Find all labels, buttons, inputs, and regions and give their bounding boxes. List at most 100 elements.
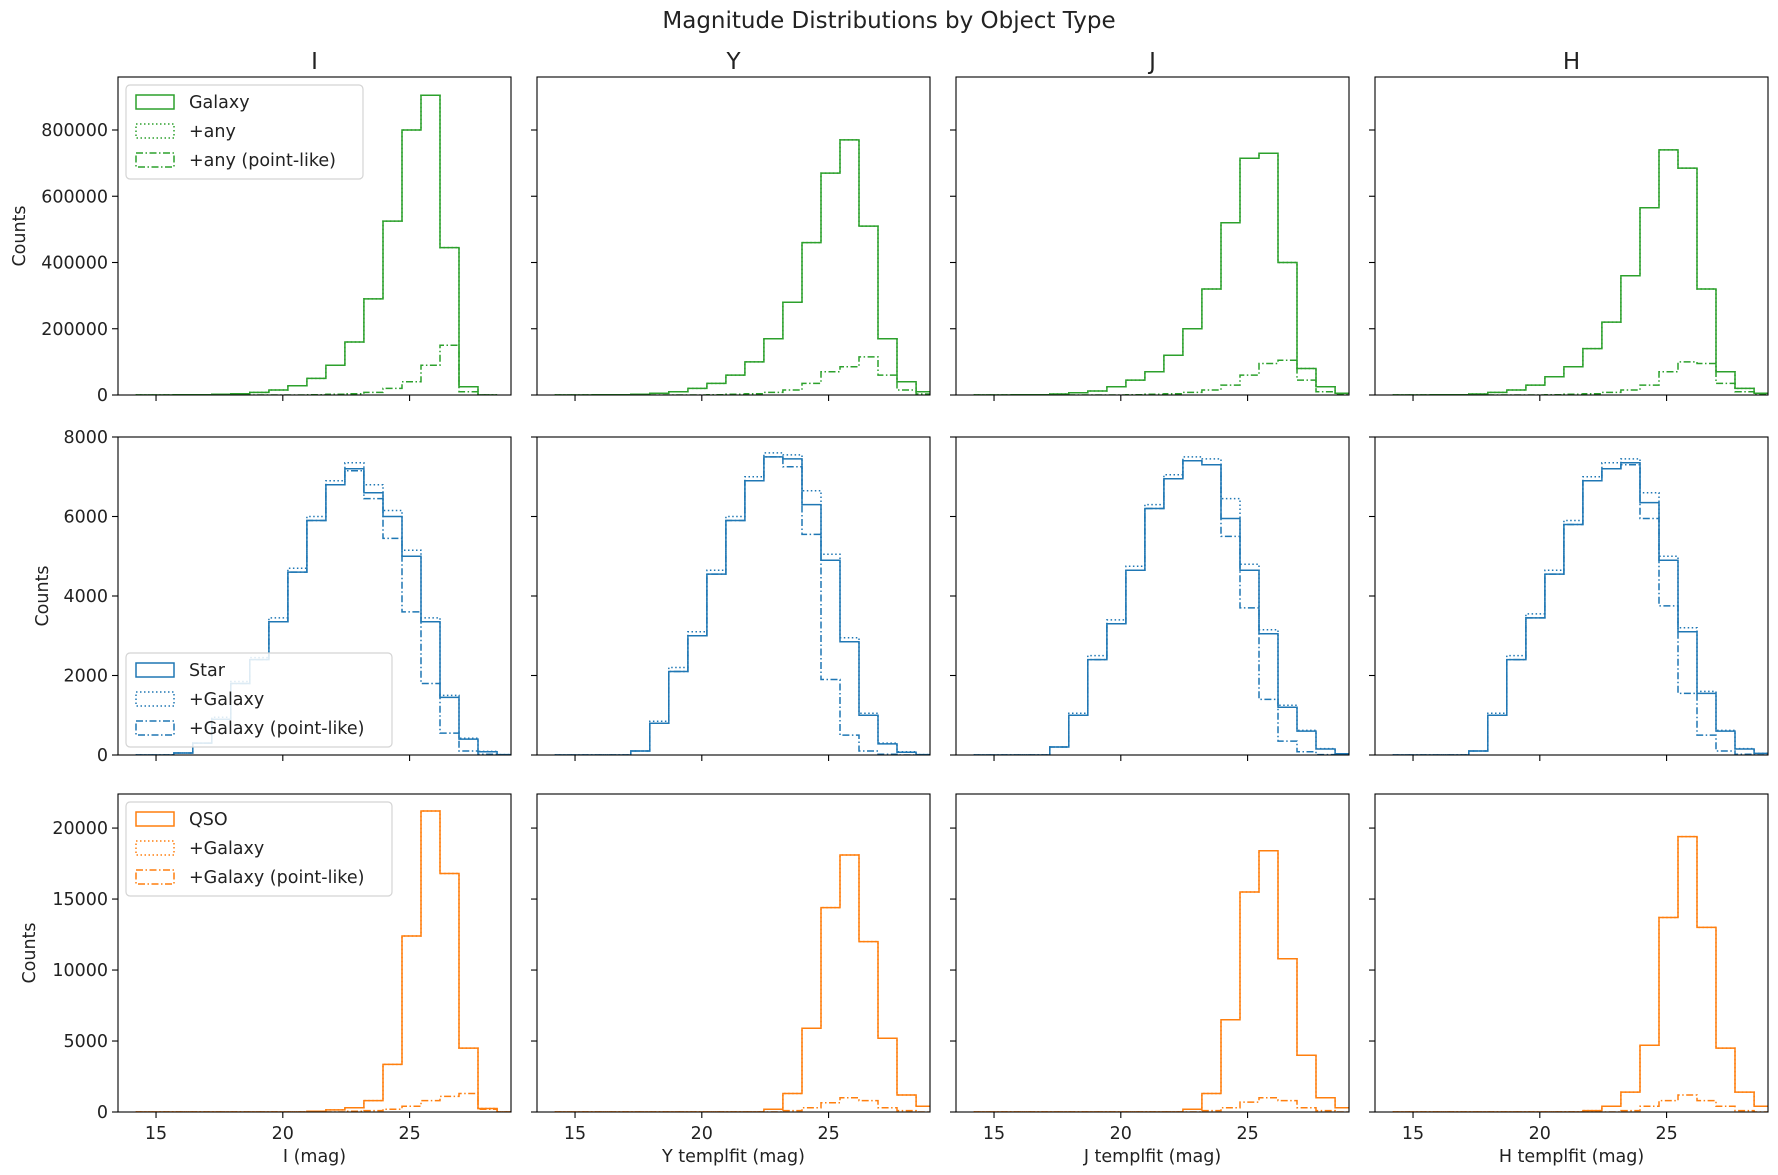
legend-label: +Galaxy (point-like) — [189, 719, 364, 739]
legend-box — [125, 84, 364, 180]
series-any-point-like-line — [554, 356, 930, 395]
panel-Y-row-2 — [531, 436, 931, 761]
series-star-line — [973, 460, 1349, 755]
series-qso-line — [1392, 835, 1768, 1112]
legend-swatch — [135, 720, 175, 736]
x-tick-label: 25 — [817, 1124, 839, 1144]
y-tick-label: 5000 — [63, 1032, 108, 1052]
y-tick-label: 0 — [97, 746, 108, 766]
y-tick-label: 8000 — [63, 428, 108, 448]
x-tick-label: 20 — [691, 1124, 713, 1144]
legend-label: Star — [189, 661, 226, 681]
series-galaxy-point-like-line — [973, 460, 1349, 755]
series-galaxy-point-like-line — [973, 1097, 1349, 1112]
legend-label: Galaxy — [189, 93, 250, 113]
x-tick-label: 15 — [983, 1124, 1005, 1144]
series-star-line — [1392, 462, 1768, 755]
column-title: Y — [725, 49, 741, 75]
y-tick-label: 0 — [97, 386, 108, 406]
axes-frame — [1374, 793, 1769, 1113]
series-star-line — [554, 456, 930, 755]
x-axis-label: I (mag) — [283, 1147, 346, 1167]
legend-swatch — [135, 869, 175, 885]
axes-frame — [117, 793, 512, 1113]
legend-label: +any — [189, 122, 236, 142]
legend: Galaxy +any +any (point-like) — [125, 84, 364, 180]
panel-J-row-3: 15 20 25 J templfit (mag) — [950, 793, 1350, 1167]
x-axis-label: J templfit (mag) — [1083, 1147, 1221, 1167]
y-tick-label: 2000 — [63, 667, 108, 687]
column-title: I — [311, 49, 318, 75]
legend-swatch — [135, 94, 175, 110]
axes-frame — [536, 436, 931, 756]
panel-I-row-3: 15 20 25 0 5000 10000 15000 20000 I (mag) Counts Q… — [20, 793, 512, 1167]
y-tick-label: 15000 — [52, 890, 108, 910]
panel-J-row-1: J — [950, 49, 1350, 401]
legend-swatch — [135, 662, 175, 678]
axes-frame — [955, 793, 1350, 1113]
axes-frame — [536, 793, 931, 1113]
panel-Y-row-3: 15 20 25 Y templfit (mag) — [531, 793, 931, 1167]
series-galaxy-line — [554, 854, 930, 1112]
axes-frame — [955, 76, 1350, 396]
panel-H-row-2 — [1369, 436, 1769, 761]
axes-frame — [1374, 76, 1769, 396]
histogram-panels: 0 200000 4000 0 0 600000 800000 I Counts Galaxy +a… — [10, 49, 1769, 1167]
y-tick-label: 0 — [97, 1103, 108, 1123]
series-qso-line — [135, 810, 511, 1112]
x-tick-label: 15 — [145, 1124, 167, 1144]
y-tick-label: 200000 — [41, 320, 108, 340]
panel-H-row-3: 15 20 25 H templfit (mag) — [1369, 793, 1769, 1167]
legend-swatch — [135, 840, 175, 856]
panel-I-row-2: 0 2000 4000 6000 8000 Counts Star +Galaxy +Galax… — [33, 428, 512, 766]
y-tick-label: 800000 — [41, 121, 108, 141]
x-tick-label: 25 — [1655, 1124, 1677, 1144]
y-axis-label: Counts — [33, 565, 53, 626]
x-tick-label: 20 — [1110, 1124, 1132, 1144]
x-tick-label: 25 — [1236, 1124, 1258, 1144]
legend-box — [125, 801, 393, 897]
legend-label: +any (point-like) — [189, 151, 336, 171]
panel-J-row-2 — [950, 436, 1350, 761]
legend: Star +Galaxy +Galaxy (point-like) — [125, 652, 393, 748]
axes-frame — [117, 76, 512, 396]
y-tick-label: 4000 — [63, 587, 108, 607]
y-tick-label: 6000 — [63, 508, 108, 528]
x-axis-label: H templfit (mag) — [1499, 1147, 1644, 1167]
legend-label: +Galaxy (point-like) — [189, 868, 364, 888]
series-qso-line — [554, 854, 930, 1112]
y-axis-label: Counts — [20, 922, 40, 983]
series-any-point-like-line — [135, 344, 498, 395]
series-galaxy-line — [973, 152, 1349, 395]
series-any-point-like-line — [973, 359, 1349, 395]
legend: QSO +Galaxy +Galaxy (point-like) — [125, 801, 393, 897]
series-galaxy-line — [973, 850, 1349, 1112]
x-tick-label: 15 — [1402, 1124, 1424, 1144]
legend-swatch — [135, 811, 175, 827]
x-tick-label: 20 — [1529, 1124, 1551, 1144]
legend-label: +Galaxy — [189, 690, 264, 710]
axes-frame — [1374, 436, 1769, 756]
column-title: H — [1563, 49, 1580, 75]
legend-swatch — [135, 123, 175, 139]
legend-label: +Galaxy — [189, 839, 264, 859]
y-tick-label: 20000 — [52, 819, 108, 839]
series-galaxy-point-like-line — [554, 1097, 930, 1112]
series-galaxy-line — [1392, 835, 1768, 1112]
legend-swatch — [135, 152, 175, 168]
series-galaxy-point-like-line — [1392, 1094, 1768, 1112]
series-qso-line — [973, 850, 1349, 1112]
legend-label: QSO — [189, 810, 228, 830]
figure-title: Magnitude Distributions by Object Type — [662, 8, 1115, 34]
x-tick-label: 15 — [564, 1124, 586, 1144]
y-tick-label: 10000 — [52, 961, 108, 981]
legend-box — [125, 652, 393, 748]
x-tick-label: 20 — [272, 1124, 294, 1144]
x-tick-label: 25 — [398, 1124, 420, 1144]
panel-Y-row-1: Y — [531, 49, 931, 401]
panel-I-row-1: 0 200000 400000 600000 800000 I Counts Galaxy +a… — [10, 49, 512, 406]
y-tick-label: 600000 — [41, 187, 108, 207]
axes-frame — [536, 76, 931, 396]
series-galaxy-point-like-line — [135, 1092, 511, 1112]
